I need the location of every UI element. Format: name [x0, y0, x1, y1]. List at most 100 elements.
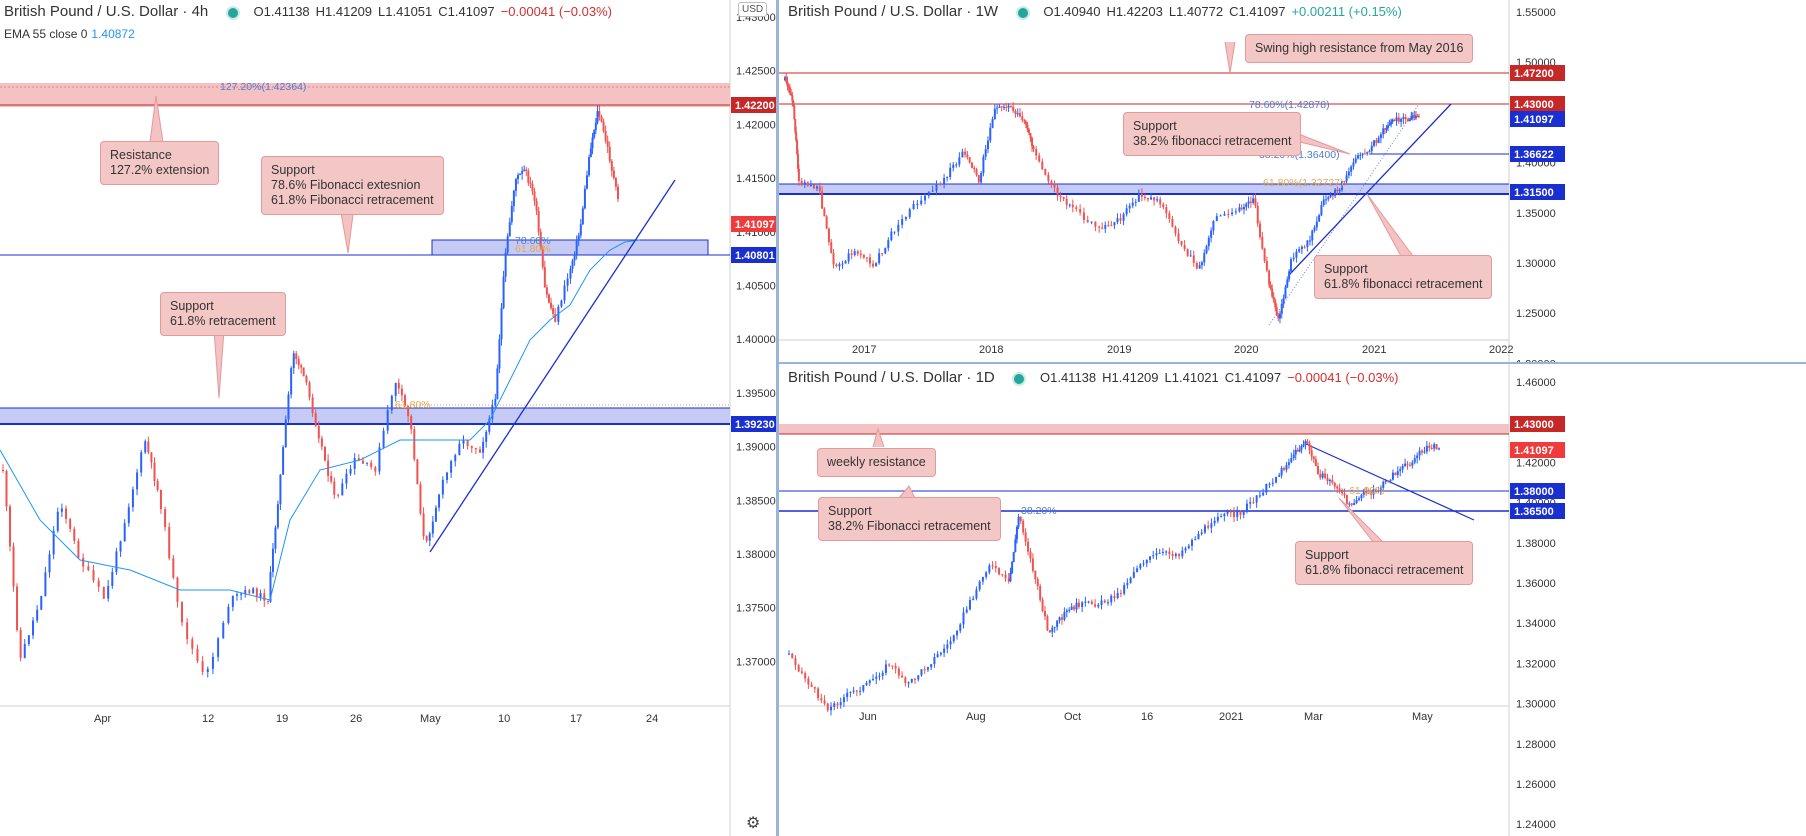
candle — [1382, 128, 1385, 135]
candle — [123, 523, 126, 542]
candle — [1396, 471, 1399, 475]
candle — [1051, 627, 1054, 633]
candle — [410, 416, 413, 430]
price-tick: 1.38000 — [1516, 538, 1556, 550]
candle — [552, 308, 555, 314]
candle — [850, 253, 853, 255]
candle — [386, 410, 389, 431]
candle — [314, 413, 317, 426]
candle — [206, 668, 209, 672]
high-value: H1.41209 — [1102, 370, 1159, 385]
candle — [1038, 155, 1041, 162]
callout-pointer — [339, 206, 355, 254]
candle — [217, 638, 220, 657]
candle — [856, 251, 859, 254]
candle — [617, 186, 619, 200]
candle — [506, 236, 509, 253]
candle — [1152, 555, 1155, 557]
candle — [1070, 606, 1073, 610]
candle — [1336, 486, 1339, 489]
candle — [810, 684, 813, 687]
candle — [852, 690, 855, 692]
candle — [949, 641, 952, 645]
candle — [407, 405, 410, 417]
candle — [1286, 279, 1289, 288]
candle — [267, 600, 269, 602]
fib-label-382: 38.20% — [1021, 505, 1057, 517]
candle — [1082, 212, 1085, 220]
fib-label-786: 78.60%(1.42878) — [1249, 99, 1330, 111]
candle — [1014, 110, 1017, 115]
candle — [450, 461, 453, 473]
candle — [1384, 480, 1387, 482]
candle — [575, 240, 578, 255]
candle — [1019, 516, 1022, 521]
candle — [259, 593, 262, 598]
candle — [494, 399, 497, 406]
candle — [817, 688, 820, 699]
price-tick: 1.25000 — [1516, 308, 1556, 320]
candle — [1131, 202, 1134, 206]
candle — [563, 285, 566, 301]
price-tick: 1.35000 — [1516, 208, 1556, 220]
candle — [1165, 207, 1168, 214]
candle — [1421, 450, 1424, 453]
chart-1d-canvas[interactable]: 38.20%61.80%1.460001.440001.420001.40000… — [779, 364, 1806, 836]
price-tick: 1.42500 — [736, 66, 776, 78]
time-tick: 24 — [646, 713, 658, 725]
ema-legend[interactable]: EMA 55 close 0 1.40872 — [4, 27, 135, 41]
candle — [1300, 446, 1303, 450]
settings-gear-icon[interactable]: ⚙ — [746, 815, 761, 832]
candle — [23, 644, 26, 658]
candle — [397, 382, 400, 389]
candle — [1408, 119, 1411, 122]
candle — [300, 365, 303, 368]
candle — [1327, 197, 1330, 200]
candle — [320, 438, 323, 447]
candle — [991, 119, 994, 128]
candle — [287, 394, 290, 420]
candle — [833, 703, 836, 707]
candle — [1156, 199, 1159, 201]
panel-divider-vertical[interactable] — [776, 0, 779, 836]
candle — [1011, 561, 1014, 574]
price-tick: 1.28000 — [1516, 739, 1556, 751]
candle — [593, 130, 596, 138]
panel-divider-horizontal[interactable] — [779, 362, 1806, 364]
trendline — [429, 179, 676, 553]
candle — [297, 359, 300, 366]
candle — [588, 157, 591, 176]
candle — [227, 606, 230, 623]
candle — [337, 494, 340, 496]
candle — [797, 168, 800, 181]
candle — [1036, 579, 1039, 586]
chart-4h-canvas[interactable]: 127.20%(1.42364)78.60%61.80%61.80%1.4300… — [0, 0, 776, 836]
candle — [422, 513, 425, 536]
chart-1d-panel[interactable]: 38.20%61.80%1.460001.440001.420001.40000… — [779, 364, 1806, 836]
callout-support-382: Support 38.2% fibonacci retracement — [1123, 112, 1302, 156]
candle — [1308, 443, 1311, 451]
open-value: O1.40940 — [1043, 4, 1101, 19]
candle — [1413, 458, 1416, 463]
time-tick: 16 — [1141, 711, 1153, 723]
chart-1w-panel[interactable]: 78.60%(1.42878)38.20%(1.36400)61.80%(1.3… — [779, 0, 1806, 362]
time-tick: 2017 — [852, 344, 876, 356]
candle — [1009, 105, 1012, 107]
chart-1w-canvas[interactable]: 78.60%(1.42878)38.20%(1.36400)61.80%(1.3… — [779, 0, 1806, 362]
fib-label-618: 61.80% — [515, 243, 551, 255]
candle — [1345, 495, 1348, 504]
time-tick: 2020 — [1234, 344, 1258, 356]
currency-label[interactable]: USD — [738, 2, 768, 17]
candle — [317, 425, 320, 439]
candle — [560, 300, 563, 307]
candle — [550, 302, 553, 309]
candle — [302, 367, 305, 376]
candle — [1027, 129, 1030, 134]
time-tick: Apr — [94, 713, 111, 725]
price-badge-r1: 1.47200 — [1514, 68, 1554, 80]
candle — [1377, 138, 1380, 143]
candle — [1014, 539, 1017, 552]
candle — [1149, 556, 1152, 560]
chart-4h-panel[interactable]: 127.20%(1.42364) 78.60% 61.80% 61.80% 1.4300… — [0, 0, 776, 836]
candle — [878, 253, 881, 264]
